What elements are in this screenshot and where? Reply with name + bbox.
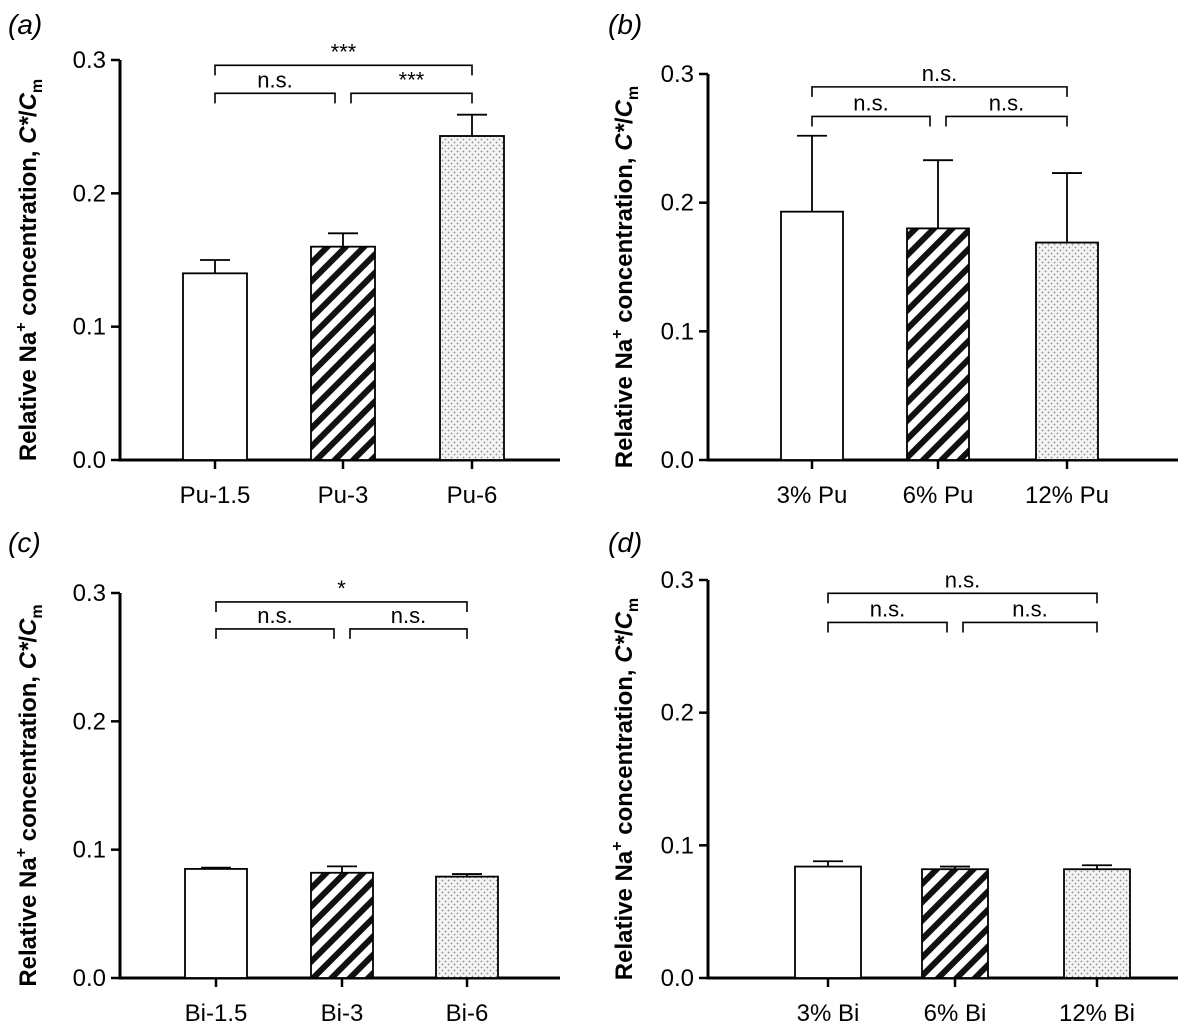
x-category-label: 6% Pu <box>903 482 974 509</box>
y-tick-label: 0.2 <box>661 190 694 217</box>
significance-bracket <box>349 628 468 639</box>
y-axis-title: Relative Na+ concentration, C*/Cm <box>609 598 642 980</box>
chart-panel-2: (b) 0.0 0.1 0.2 0.3 Relative Na+ concentratio… <box>608 9 1178 509</box>
significance-bracket <box>215 628 335 639</box>
significance-label: * <box>337 576 346 601</box>
significance-bracket <box>215 601 468 612</box>
chart-panel-3: (c) 0.0 0.1 0.2 0.3 Relative Na+ concentratio… <box>8 527 560 1027</box>
panel-letter: (c) <box>8 527 41 558</box>
significance-bracket <box>962 621 1098 633</box>
bar-3 <box>435 875 499 979</box>
y-axis-title: Relative Na+ concentration, C*/Cm <box>13 604 46 986</box>
significance-label: n.s. <box>922 61 957 86</box>
significance-label: n.s. <box>1012 596 1047 621</box>
bar-2 <box>310 245 376 461</box>
significance-label: n.s. <box>870 596 905 621</box>
y-axis-title: Relative Na+ concentration, C*/Cm <box>13 79 46 461</box>
significance-label: n.s. <box>257 67 292 92</box>
significance-bracket <box>827 592 1098 604</box>
significance-label: n.s. <box>391 603 426 628</box>
x-category-label: Bi-1.5 <box>185 1000 248 1027</box>
bar-3 <box>1035 241 1099 461</box>
y-tick-label: 0.3 <box>73 47 106 74</box>
y-tick-label: 0.0 <box>73 965 106 992</box>
y-tick-label: 0.1 <box>73 314 106 341</box>
y-tick-label: 0.3 <box>73 580 106 607</box>
x-category-label: Pu-1.5 <box>180 482 251 509</box>
x-category-label: 6% Bi <box>924 1000 987 1027</box>
bar-1 <box>794 865 862 979</box>
y-axis-title: Relative Na+ concentration, C*/Cm <box>609 86 642 468</box>
significance-bracket <box>350 92 473 104</box>
bar-1 <box>780 210 844 461</box>
significance-label: n.s. <box>989 90 1024 115</box>
y-tick-label: 0.3 <box>661 61 694 88</box>
x-category-label: Pu-6 <box>447 482 498 509</box>
bar-1 <box>182 272 248 461</box>
y-tick-label: 0.0 <box>661 447 694 474</box>
y-tick-label: 0.2 <box>73 180 106 207</box>
chart-panel-1: (a) 0.0 0.1 0.2 0.3 Relative Na+ concentratio… <box>8 9 560 509</box>
significance-label: n.s. <box>945 567 980 592</box>
significance-bracket <box>827 621 948 633</box>
chart-panel-4: (d) 0.0 0.1 0.2 0.3 Relative Na+ concentratio… <box>608 527 1178 1027</box>
panel-letter: (b) <box>608 9 642 40</box>
panel-letter: (d) <box>608 527 642 558</box>
significance-bracket <box>214 92 336 104</box>
bar-2 <box>310 871 374 979</box>
x-category-label: 3% Bi <box>797 1000 860 1027</box>
significance-bracket <box>811 86 1068 97</box>
significance-bracket <box>214 64 473 76</box>
panel-letter: (a) <box>8 9 42 40</box>
x-category-label: Bi-6 <box>446 1000 489 1027</box>
x-category-label: 3% Pu <box>777 482 848 509</box>
x-category-label: Pu-3 <box>318 482 369 509</box>
y-tick-label: 0.1 <box>73 837 106 864</box>
y-tick-label: 0.1 <box>661 832 694 859</box>
bar-2 <box>906 227 970 461</box>
significance-label: *** <box>399 67 425 92</box>
significance-label: n.s. <box>853 90 888 115</box>
y-tick-label: 0.1 <box>661 318 694 345</box>
bar-2 <box>921 868 989 979</box>
x-category-label: 12% Bi <box>1059 1000 1135 1027</box>
significance-label: *** <box>331 39 357 64</box>
y-tick-label: 0.0 <box>661 965 694 992</box>
significance-bracket <box>811 115 931 127</box>
y-tick-label: 0.0 <box>73 447 106 474</box>
significance-label: n.s. <box>257 603 292 628</box>
bar-3 <box>1063 868 1131 979</box>
bar-3 <box>439 135 505 461</box>
significance-bracket <box>945 115 1068 127</box>
y-tick-label: 0.2 <box>661 700 694 727</box>
bar-1 <box>184 868 248 979</box>
y-tick-label: 0.3 <box>661 567 694 594</box>
x-category-label: Bi-3 <box>321 1000 364 1027</box>
y-tick-label: 0.2 <box>73 708 106 735</box>
x-category-label: 12% Pu <box>1025 482 1109 509</box>
